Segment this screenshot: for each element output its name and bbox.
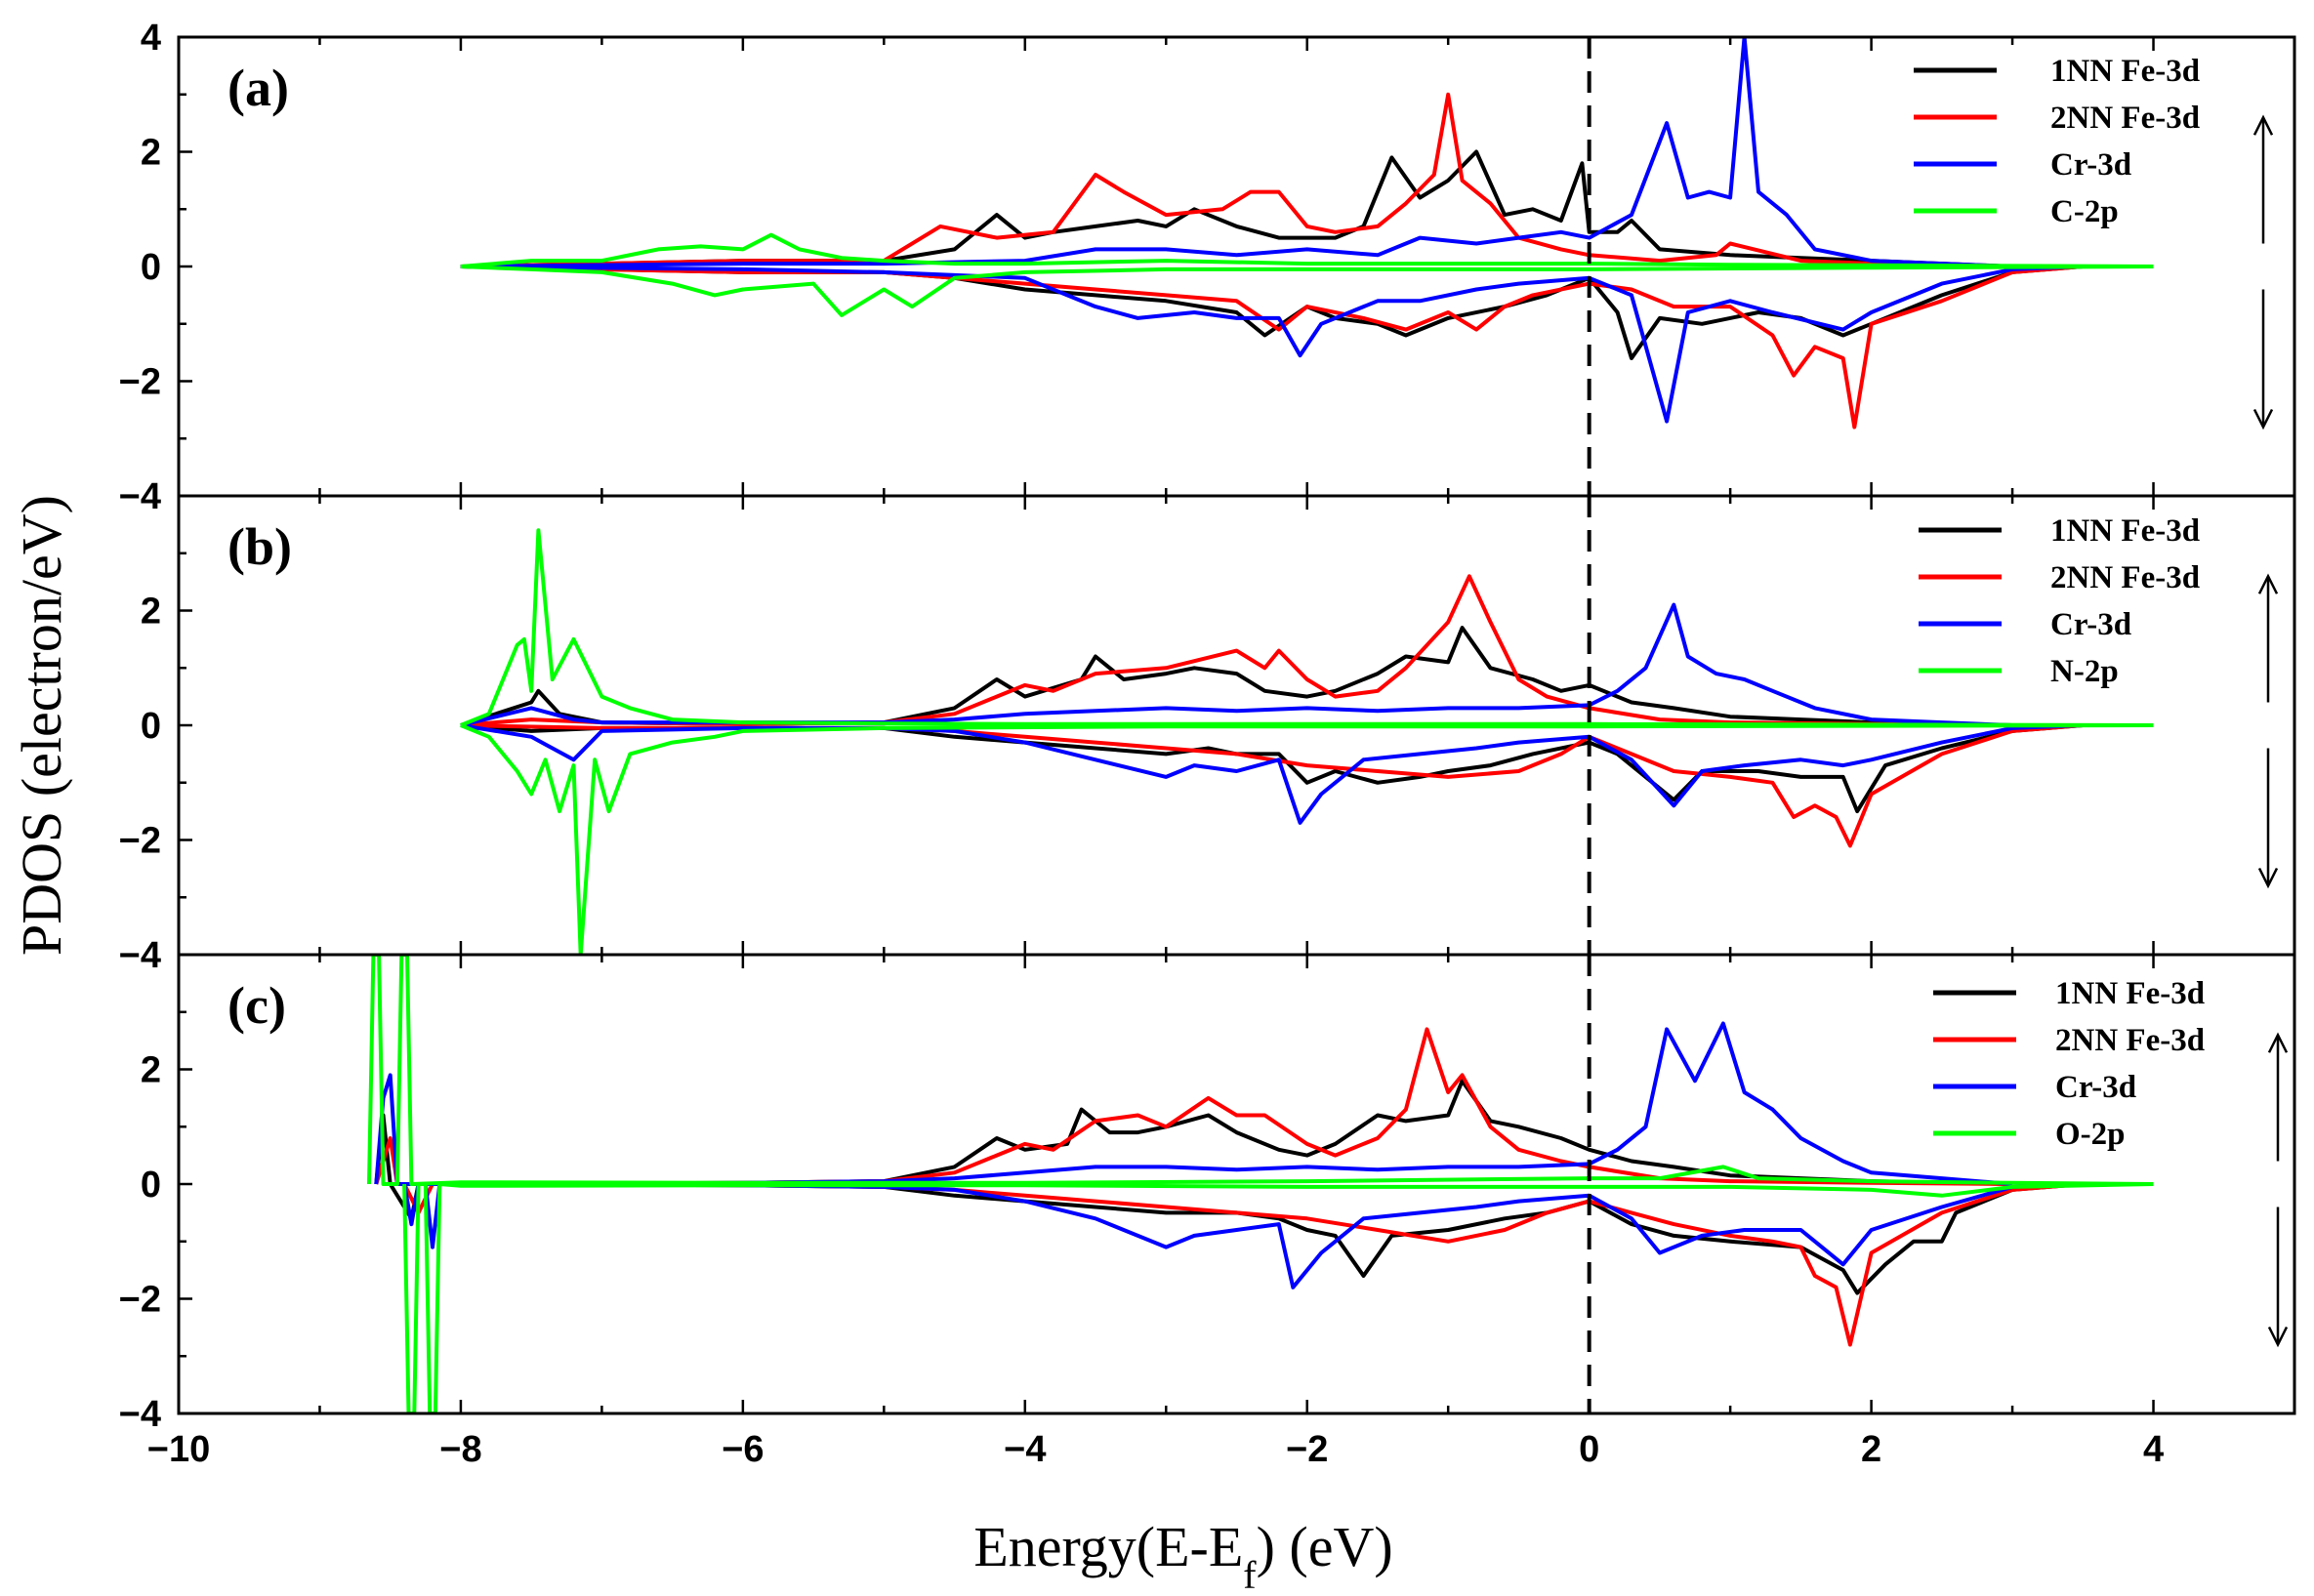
series-line-blue xyxy=(402,1182,2084,1289)
series-line-black xyxy=(460,265,2084,360)
series-line-black xyxy=(460,723,2084,814)
y-tick-label: −2 xyxy=(119,362,161,403)
panel-label: (a) xyxy=(227,59,289,117)
y-tick-label: 0 xyxy=(141,706,161,747)
x-tick-label: −8 xyxy=(439,1429,481,1470)
x-axis-title-end: ) (eV) xyxy=(1257,1515,1393,1578)
legend-label: 1NN Fe-3d xyxy=(2050,54,2200,89)
x-tick-label: 2 xyxy=(1861,1429,1881,1470)
series-line-black xyxy=(388,1182,2084,1295)
series-line-green xyxy=(460,265,2154,317)
x-tick-label: 0 xyxy=(1579,1429,1599,1470)
y-tick-label: −4 xyxy=(119,1394,161,1435)
y-tick-label: −4 xyxy=(119,935,161,976)
y-tick-label: 0 xyxy=(141,247,161,288)
series-line-green xyxy=(367,955,2154,1186)
legend-label: Cr-3d xyxy=(2055,1070,2136,1105)
y-tick-label: 2 xyxy=(141,1050,161,1091)
x-axis-title-main: Energy(E-E xyxy=(973,1515,1243,1578)
x-axis-title: Energy(E-Ef) (eV) xyxy=(973,1515,1392,1596)
spin-down-arrow-head xyxy=(2257,867,2279,889)
y-tick-label: 4 xyxy=(141,18,161,59)
series-line-green xyxy=(460,528,2154,727)
series-line-blue xyxy=(460,37,2013,268)
series-line-green xyxy=(460,723,2154,955)
y-tick-label: 2 xyxy=(141,133,161,174)
x-axis: −10 −8 −6 −4 −2 0 2 4 xyxy=(147,1429,2164,1470)
y-tick-label: 0 xyxy=(141,1165,161,1206)
series-group xyxy=(460,37,2154,430)
series-group xyxy=(367,955,2154,1413)
y-axis-title: PDOS (electron/eV) xyxy=(10,495,73,956)
y-tick-label: −4 xyxy=(119,476,161,517)
legend-label: 1NN Fe-3d xyxy=(2050,513,2200,549)
spin-down-arrow-head xyxy=(2252,408,2274,430)
spin-up-arrow-head xyxy=(2267,1032,2289,1053)
panel-label: (b) xyxy=(227,517,292,576)
series-line-red xyxy=(460,265,2084,430)
series-line-red xyxy=(460,723,2084,848)
legend-label: C-2p xyxy=(2050,194,2119,229)
series-line-green xyxy=(460,232,2154,268)
y-tick-label: −2 xyxy=(119,821,161,862)
x-axis-title-subscript: f xyxy=(1243,1553,1257,1596)
spin-up-arrow-head xyxy=(2257,573,2279,594)
legend-label: O-2p xyxy=(2055,1117,2126,1152)
series-line-blue xyxy=(460,265,2084,424)
legend-label: 1NN Fe-3d xyxy=(2055,976,2205,1011)
panel-b: −4 −2 0 2 (b) 1NN Fe-3d 2NN Fe-3d Cr-3d N-2p xyxy=(119,494,2296,976)
series-line-blue xyxy=(374,1021,2013,1186)
panel-c: −4 −2 0 2 (c) 1NN Fe-3d 2NN Fe-3d Cr-3d O-2p xyxy=(119,953,2296,1435)
panel-a: −4 −2 0 2 4 (a) 1NN Fe-3d 2NN Fe-3d Cr-3d C-2p xyxy=(119,18,2296,517)
x-tick-label: −2 xyxy=(1286,1429,1328,1470)
series-line-red xyxy=(460,574,2013,727)
series-group xyxy=(460,528,2154,955)
panel-label: (c) xyxy=(227,976,286,1035)
legend-label: 2NN Fe-3d xyxy=(2055,1023,2205,1058)
series-line-blue xyxy=(460,602,2013,727)
y-tick-label: 2 xyxy=(141,592,161,633)
panel-frame xyxy=(177,953,2296,1415)
legend-label: Cr-3d xyxy=(2050,607,2131,642)
spin-down-arrow-head xyxy=(2267,1326,2289,1348)
legend-label: N-2p xyxy=(2050,654,2119,689)
legend-label: 2NN Fe-3d xyxy=(2050,560,2200,595)
x-tick-label: −6 xyxy=(722,1429,764,1470)
x-tick-label: 4 xyxy=(2143,1429,2164,1470)
x-tick-label: −4 xyxy=(1004,1429,1046,1470)
spin-up-arrow-head xyxy=(2252,114,2274,136)
legend-label: 2NN Fe-3d xyxy=(2050,101,2200,136)
x-tick-label: −10 xyxy=(147,1429,210,1470)
series-line-green xyxy=(402,1182,2154,1413)
series-line-red xyxy=(460,92,2013,268)
y-tick-label: −2 xyxy=(119,1280,161,1321)
legend-label: Cr-3d xyxy=(2050,147,2131,183)
